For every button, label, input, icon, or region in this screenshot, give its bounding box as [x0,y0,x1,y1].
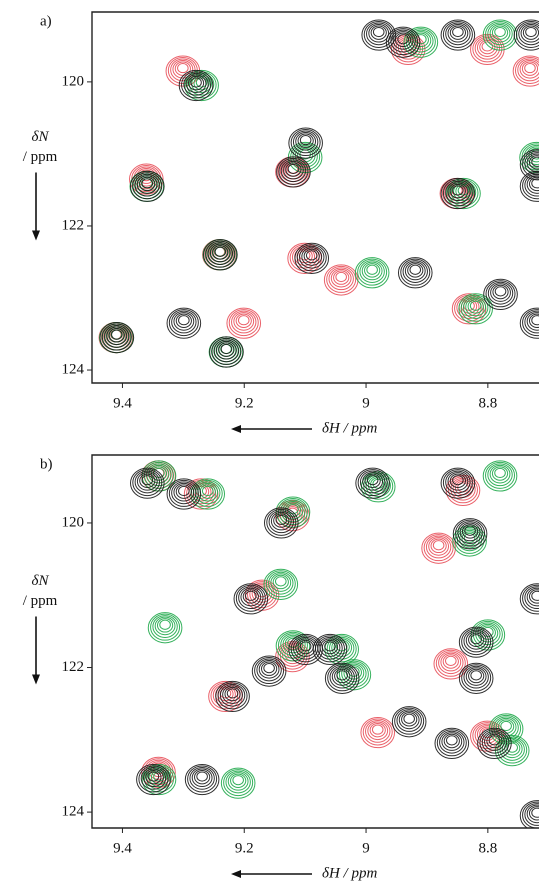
peak-contour [179,70,213,100]
peak-contour [520,801,539,831]
peak-contour [204,240,238,270]
peak-contour [324,265,358,295]
x-axis-label: δH / ppm [322,865,377,881]
peak-contour [148,613,182,643]
x-tick-label: 8.8 [478,840,497,856]
peak-contour [483,461,517,491]
peak-contour [520,584,539,614]
peak-contour [227,308,261,338]
peak-contour [441,178,475,208]
peak-contour [361,717,395,747]
x-tick-label: 8.8 [478,395,497,411]
peak-contour [325,663,359,693]
peak-contour [277,157,311,187]
peak-contour [100,323,134,353]
peak-contour [484,279,518,309]
y-tick-label: 122 [62,659,85,675]
peak-contour [137,764,171,794]
peak-contour [495,736,529,766]
y-tick-label: 120 [62,73,85,89]
plot-area [131,461,539,831]
peak-contour [514,20,539,50]
peak-contour [441,20,475,50]
peak-contour [513,56,539,86]
peak-contour [289,128,323,158]
x-tick-label: 9.4 [113,395,132,411]
panel-label: a) [40,13,52,29]
peak-contour [355,258,389,288]
peak-contour [435,728,469,758]
y-tick-label: 124 [62,361,85,377]
x-axis-label: δH / ppm [322,420,377,436]
y-tick-label: 124 [62,804,85,820]
x-tick-label: 9.2 [235,395,254,411]
y-tick-label: 120 [62,514,85,530]
peak-contour [167,308,201,338]
x-tick-label: 9.4 [113,840,132,856]
peak-contour [264,569,298,599]
panel: b) 9.4 9.2 9 8.8 120 122 124 δH / ppm δN / ppm [23,455,539,881]
peak-contour [392,707,426,737]
plot-area [99,20,539,367]
peak-contour [210,337,244,367]
peak-contour [185,764,219,794]
peak-contour [252,656,286,686]
y-tick-label: 122 [62,217,85,233]
panel-label: b) [40,456,53,472]
peak-contour [483,20,517,50]
peak-contour [459,663,493,693]
y-axis-label: / ppm [23,149,58,165]
peak-contour [221,768,255,798]
figure: a) 9.4 9.2 9 8.8 120 122 124 δH / ppm δN / ppm b) 9.… [0,0,539,881]
peak-contour [422,533,456,563]
y-axis-label: δN [32,129,50,145]
x-tick-label: 9 [362,840,370,856]
y-axis-label: / ppm [23,593,58,609]
x-tick-label: 9.2 [235,840,254,856]
peak-contour [520,308,539,338]
peak-contour [398,258,432,288]
panel: a) 9.4 9.2 9 8.8 120 122 124 δH / ppm δN / ppm [23,12,539,436]
y-axis-label: δN [32,573,50,589]
x-tick-label: 9 [362,395,370,411]
